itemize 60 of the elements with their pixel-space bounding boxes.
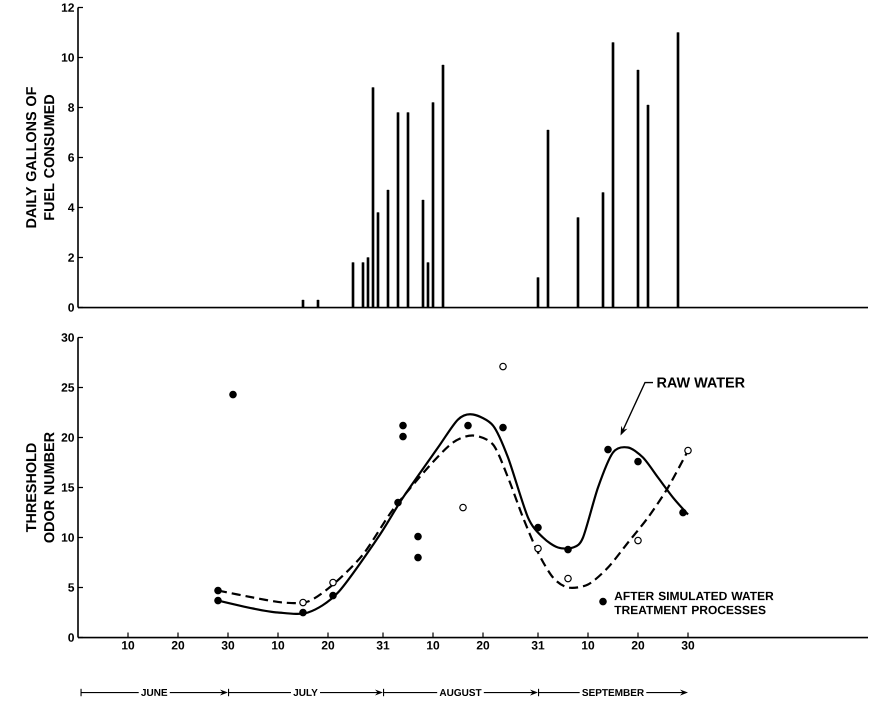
x-tick-label: 31	[532, 641, 544, 650]
x-tick-label: 10	[582, 641, 594, 650]
point	[229, 390, 237, 399]
point	[499, 362, 507, 371]
point	[329, 578, 337, 587]
x-tick-label: 31	[376, 641, 390, 650]
x-tick-label: 30	[222, 641, 234, 650]
point	[214, 586, 222, 595]
y-tick-label: 10	[62, 534, 74, 542]
point	[499, 424, 507, 432]
series-label: AFTER SIMULATED WATER TREATMENT PROCESSES	[614, 592, 774, 614]
text: AUGUST	[440, 689, 482, 696]
point	[534, 524, 542, 532]
text: SEPTEMBER	[582, 689, 644, 696]
text: JUNE	[141, 689, 168, 696]
point	[599, 598, 607, 606]
y-tick-label: 10	[62, 54, 74, 62]
x-tick-label: 10	[272, 641, 284, 650]
point	[299, 608, 307, 617]
point	[414, 532, 422, 541]
y-axis-title: DAILY GALLONS OF FUEL CONSUMED	[26, 87, 54, 228]
x-tick-label: 20	[322, 641, 334, 650]
x-tick-label: 20	[172, 641, 184, 650]
point	[399, 432, 407, 441]
point	[329, 592, 337, 600]
point	[634, 458, 642, 466]
point	[679, 508, 687, 517]
x-tick-label: 20	[632, 641, 644, 650]
point	[299, 598, 307, 607]
y-tick-label: 12	[62, 4, 74, 12]
point	[684, 446, 692, 455]
y-axis-title: THRESHOLD ODOR NUMBER	[26, 432, 54, 543]
point	[464, 422, 472, 430]
y-tick-label: 15	[62, 484, 74, 492]
y-tick-label: 5	[68, 584, 74, 592]
text: JULY	[293, 689, 318, 696]
x-tick-label: 10	[122, 641, 134, 650]
y-tick-label: 25	[62, 384, 74, 392]
point	[604, 446, 612, 454]
y-tick-label: 30	[61, 333, 74, 342]
y-tick-label: 8	[68, 104, 74, 112]
point	[459, 504, 467, 512]
x-tick-label: 10	[427, 641, 440, 650]
y-tick-label: 4	[68, 204, 74, 212]
y-tick-label: 6	[68, 154, 74, 162]
point	[414, 554, 422, 562]
point	[394, 498, 402, 507]
y-tick-label: 0	[68, 304, 74, 312]
y-tick-label: 0	[68, 634, 74, 642]
point	[399, 422, 407, 430]
point	[564, 574, 572, 583]
x-tick-label: 20	[476, 641, 490, 650]
point	[214, 596, 222, 605]
point	[534, 544, 542, 553]
x-tick-label: 30	[682, 641, 694, 650]
point	[634, 536, 642, 545]
y-tick-label: 20	[62, 434, 74, 442]
text: RAW WATER	[657, 378, 745, 388]
y-tick-label: 2	[68, 254, 74, 262]
point	[564, 546, 572, 554]
